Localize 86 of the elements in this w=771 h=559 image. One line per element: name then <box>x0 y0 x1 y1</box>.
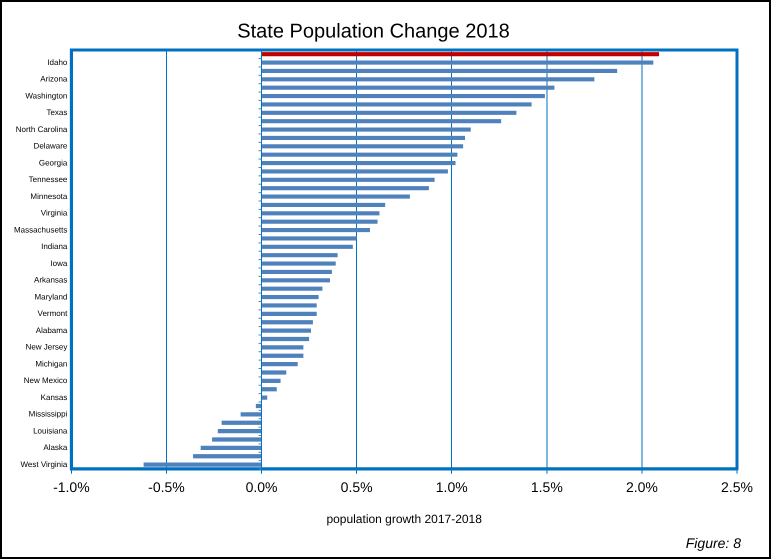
bar <box>262 86 554 90</box>
y-tick-label: West Virginia <box>20 460 68 469</box>
bar <box>262 102 532 107</box>
bar <box>222 420 262 425</box>
bar <box>144 462 262 467</box>
x-tick-label: 1.0% <box>436 479 468 496</box>
bar <box>262 253 338 258</box>
bar <box>262 387 277 392</box>
bar <box>262 60 654 65</box>
chart-title: State Population Change 2018 <box>237 20 510 43</box>
bar <box>262 286 322 291</box>
bar <box>262 328 311 333</box>
y-tick-label: Alabama <box>36 326 68 335</box>
bar <box>262 194 410 199</box>
y-tick-label: Vermont <box>38 309 68 318</box>
bar <box>240 412 262 416</box>
y-tick-label: Alaska <box>43 443 68 452</box>
y-tick-label: New Mexico <box>24 376 68 386</box>
y-tick-label: Arkansas <box>34 276 68 285</box>
bar <box>262 278 330 282</box>
bar <box>262 312 317 316</box>
y-tick-label: Maryland <box>34 292 68 302</box>
x-tick-label: 1.5% <box>530 479 563 496</box>
bar <box>262 178 435 182</box>
bar <box>262 211 380 216</box>
bar <box>262 378 281 383</box>
bar <box>200 446 262 450</box>
bar <box>262 345 304 350</box>
x-tick-label: 2.5% <box>721 479 753 496</box>
bar <box>262 169 448 174</box>
bar <box>262 110 516 115</box>
bar <box>262 152 458 157</box>
y-tick-label: Washington <box>25 91 68 100</box>
y-tick-label: Louisiana <box>33 426 68 436</box>
bar <box>218 429 262 434</box>
x-tick-label: -1.0% <box>53 479 90 496</box>
y-tick-label: Texas <box>46 108 68 118</box>
bar <box>212 437 262 442</box>
y-tick-label: Michigan <box>35 359 68 368</box>
x-axis-title: population growth 2017-2018 <box>326 512 482 526</box>
x-tick-label: 0.5% <box>340 479 373 496</box>
bar <box>262 160 456 166</box>
bar <box>262 127 471 132</box>
x-tick-label: -0.5% <box>148 479 185 496</box>
y-tick-label: Mississippi <box>28 410 68 419</box>
bar <box>262 396 268 400</box>
bar <box>262 77 594 82</box>
y-tick-label: Georgia <box>38 158 68 168</box>
y-tick-label: New Jersey <box>26 342 68 352</box>
bar <box>262 186 429 190</box>
bar <box>262 68 618 74</box>
x-tick-label: 2.0% <box>626 479 658 496</box>
y-tick-label: Iowa <box>50 258 68 268</box>
bar <box>262 270 332 274</box>
bar <box>262 295 319 300</box>
bar <box>193 454 262 458</box>
bar <box>262 336 310 342</box>
bar <box>262 370 286 375</box>
bar <box>256 404 262 408</box>
bar <box>262 220 378 224</box>
bar <box>262 94 545 98</box>
x-tick-label: 0.0% <box>246 479 278 496</box>
y-tick-label: Delaware <box>34 142 68 151</box>
bar <box>262 303 317 308</box>
bar <box>262 236 357 241</box>
bar <box>262 261 336 266</box>
bar <box>262 144 464 148</box>
y-tick-label: Massachusetts <box>14 225 68 234</box>
bar <box>262 354 304 358</box>
bar <box>262 202 386 208</box>
y-tick-label: Tennessee <box>28 175 68 184</box>
y-tick-label: Idaho <box>47 58 68 67</box>
text: Figure: 8 <box>686 534 742 551</box>
bar <box>262 362 298 366</box>
bar <box>262 119 502 124</box>
bar <box>262 52 660 56</box>
bar <box>262 136 466 140</box>
y-tick-label: Minnesota <box>30 192 68 201</box>
y-tick-label: Arizona <box>40 74 68 84</box>
y-tick-label: North Carolina <box>16 124 68 134</box>
y-tick-label: Virginia <box>40 208 68 218</box>
bar <box>262 244 353 249</box>
y-tick-label: Indiana <box>41 242 68 252</box>
bar <box>262 320 313 324</box>
bar <box>262 228 370 232</box>
y-tick-label: Kansas <box>40 392 68 402</box>
